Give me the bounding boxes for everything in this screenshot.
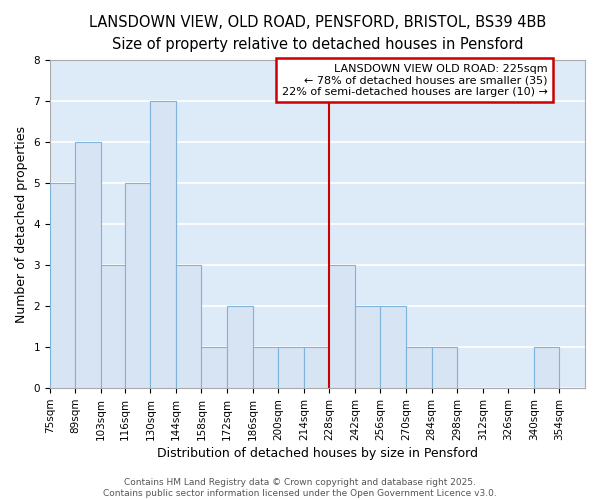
Bar: [278, 347, 304, 388]
Y-axis label: Number of detached properties: Number of detached properties: [15, 126, 28, 323]
Text: Contains HM Land Registry data © Crown copyright and database right 2025.
Contai: Contains HM Land Registry data © Crown c…: [103, 478, 497, 498]
Bar: [101, 265, 125, 388]
Bar: [406, 347, 431, 388]
Bar: [125, 184, 151, 388]
Bar: [253, 347, 278, 388]
Bar: [50, 184, 76, 388]
Bar: [202, 347, 227, 388]
Text: LANSDOWN VIEW OLD ROAD: 225sqm
← 78% of detached houses are smaller (35)
22% of : LANSDOWN VIEW OLD ROAD: 225sqm ← 78% of …: [281, 64, 548, 97]
Bar: [76, 142, 101, 388]
Bar: [380, 306, 406, 388]
Bar: [176, 265, 202, 388]
Bar: [151, 102, 176, 388]
Bar: [534, 347, 559, 388]
Bar: [431, 347, 457, 388]
Bar: [227, 306, 253, 388]
X-axis label: Distribution of detached houses by size in Pensford: Distribution of detached houses by size …: [157, 447, 478, 460]
Bar: [329, 265, 355, 388]
Bar: [304, 347, 329, 388]
Bar: [355, 306, 380, 388]
Title: LANSDOWN VIEW, OLD ROAD, PENSFORD, BRISTOL, BS39 4BB
Size of property relative t: LANSDOWN VIEW, OLD ROAD, PENSFORD, BRIST…: [89, 15, 546, 52]
